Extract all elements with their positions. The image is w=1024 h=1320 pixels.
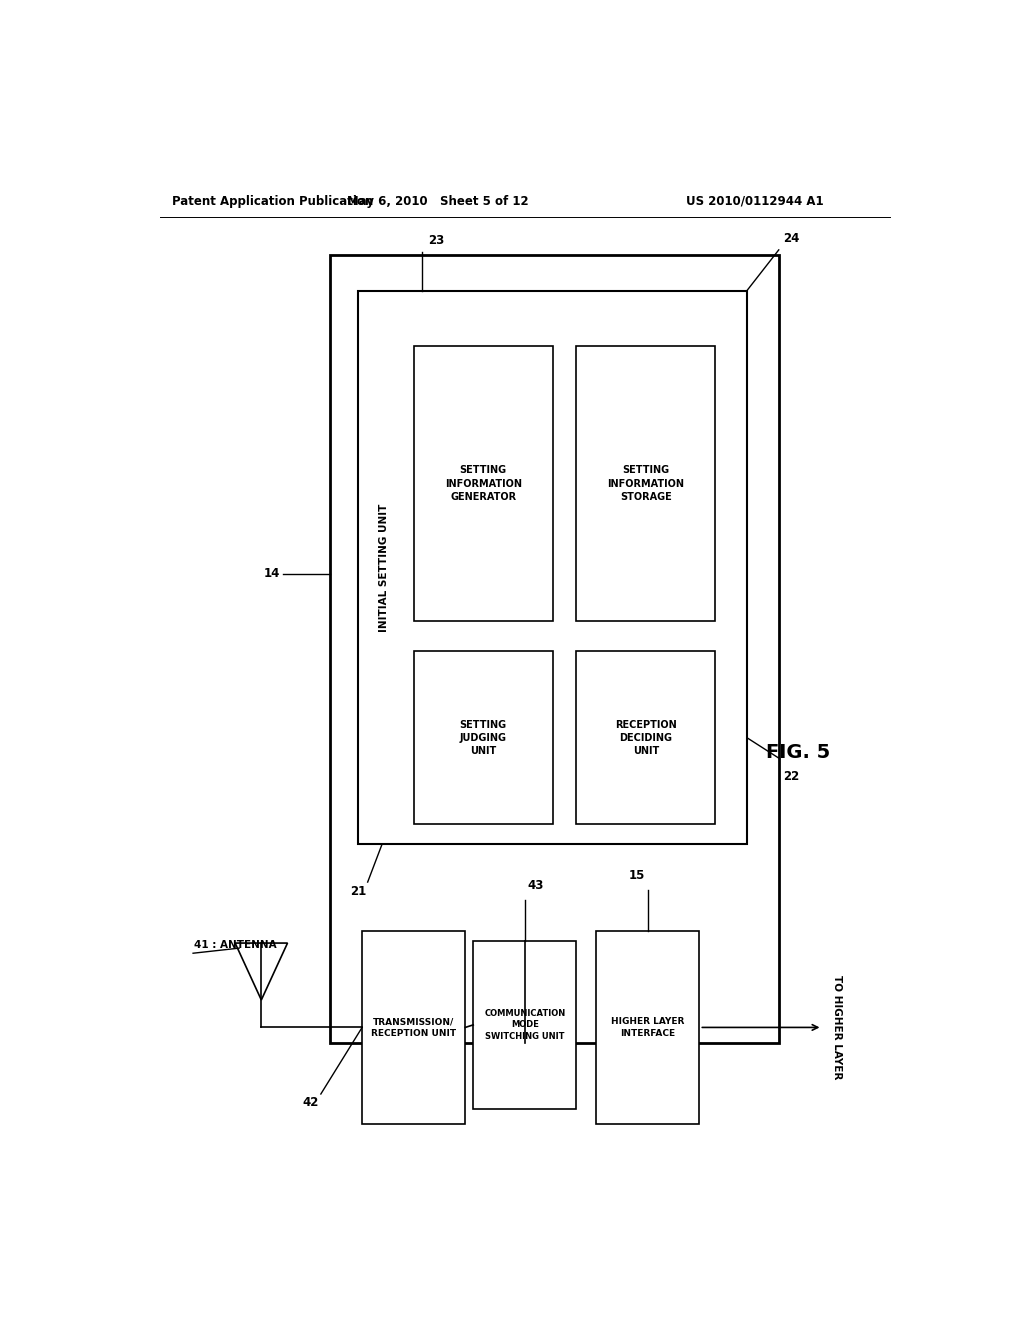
Text: 15: 15 (629, 869, 645, 882)
Text: INITIAL SETTING UNIT: INITIAL SETTING UNIT (379, 503, 389, 632)
Text: 43: 43 (527, 879, 544, 892)
Bar (473, 941, 577, 1109)
Bar (362, 931, 465, 1125)
Text: SETTING
INFORMATION
STORAGE: SETTING INFORMATION STORAGE (607, 466, 684, 502)
Text: 24: 24 (782, 232, 799, 244)
Bar (577, 346, 716, 620)
Text: TRANSMISSION/
RECEPTION UNIT: TRANSMISSION/ RECEPTION UNIT (371, 1016, 457, 1038)
Text: May 6, 2010   Sheet 5 of 12: May 6, 2010 Sheet 5 of 12 (347, 194, 528, 207)
Text: 42: 42 (302, 1096, 318, 1109)
Bar (358, 290, 748, 845)
Bar (577, 651, 716, 824)
Text: 14: 14 (264, 568, 281, 581)
Text: TO HIGHER LAYER: TO HIGHER LAYER (831, 975, 842, 1080)
Bar (414, 346, 553, 620)
Bar (414, 651, 553, 824)
Text: 22: 22 (782, 771, 799, 783)
Text: 23: 23 (428, 234, 444, 247)
Text: FIG. 5: FIG. 5 (767, 743, 830, 763)
Text: RECEPTION
DECIDING
UNIT: RECEPTION DECIDING UNIT (615, 719, 677, 756)
Text: 41 : ANTENNA: 41 : ANTENNA (194, 940, 276, 950)
Bar (331, 255, 778, 1043)
Text: 21: 21 (350, 886, 366, 898)
Text: Patent Application Publication: Patent Application Publication (172, 194, 373, 207)
Text: US 2010/0112944 A1: US 2010/0112944 A1 (686, 194, 823, 207)
Text: COMMUNICATION
MODE
SWITCHING UNIT: COMMUNICATION MODE SWITCHING UNIT (484, 1008, 565, 1041)
Text: SETTING
JUDGING
UNIT: SETTING JUDGING UNIT (460, 719, 507, 756)
Bar (596, 931, 699, 1125)
Text: HIGHER LAYER
INTERFACE: HIGHER LAYER INTERFACE (611, 1016, 684, 1038)
Text: SETTING
INFORMATION
GENERATOR: SETTING INFORMATION GENERATOR (444, 466, 521, 502)
